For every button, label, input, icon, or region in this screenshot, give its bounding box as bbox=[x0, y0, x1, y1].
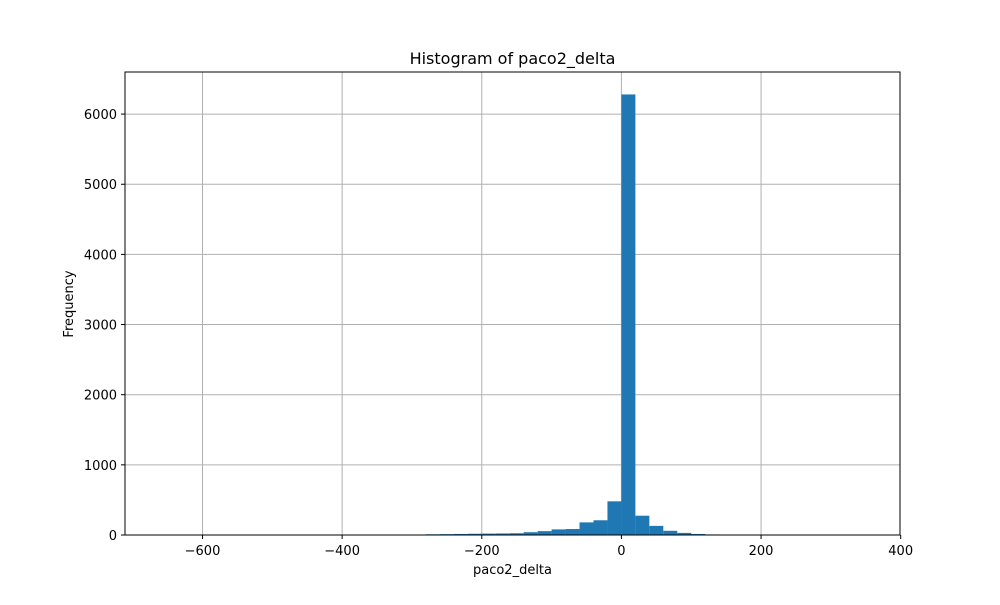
grid-layer bbox=[125, 72, 900, 535]
histogram-bar bbox=[593, 520, 607, 535]
y-tick-label: 5000 bbox=[84, 178, 117, 193]
y-tick-label: 2000 bbox=[84, 389, 117, 404]
x-tick-label: 0 bbox=[617, 544, 625, 559]
histogram-bar bbox=[635, 516, 649, 535]
histogram-bar bbox=[566, 529, 580, 535]
y-axis-label: Frequency bbox=[62, 270, 77, 337]
x-tick-label: 200 bbox=[749, 544, 774, 559]
bars-layer bbox=[161, 94, 873, 535]
histogram-bar bbox=[621, 94, 635, 535]
histogram-bar bbox=[663, 531, 677, 535]
histogram-bar bbox=[538, 531, 552, 535]
x-tick-label: −600 bbox=[185, 544, 221, 559]
y-tick-label: 4000 bbox=[84, 248, 117, 263]
y-tick-label: 6000 bbox=[84, 108, 117, 123]
x-tick-label: −200 bbox=[464, 544, 500, 559]
histogram-bar bbox=[580, 522, 594, 535]
y-tick-label: 0 bbox=[109, 529, 117, 544]
x-axis-label: paco2_delta bbox=[473, 563, 552, 578]
plot-frame bbox=[125, 72, 900, 535]
x-tick-label: 400 bbox=[888, 544, 913, 559]
y-tick-label: 1000 bbox=[84, 459, 117, 474]
y-tick-label: 3000 bbox=[84, 319, 117, 334]
histogram-bar bbox=[552, 529, 566, 535]
histogram-bar bbox=[649, 526, 663, 535]
chart-title: Histogram of paco2_delta bbox=[410, 49, 616, 69]
x-tick-label: −400 bbox=[324, 544, 360, 559]
histogram-bar bbox=[607, 501, 621, 535]
